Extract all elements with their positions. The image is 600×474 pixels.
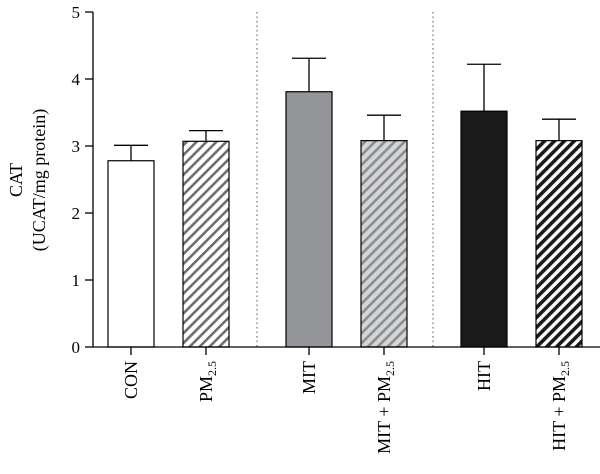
x-tick-labels: CON PM2.5 MIT MIT + PM2.5 HIT HIT + PM2.5 xyxy=(121,361,572,454)
y-tick-label: 3 xyxy=(72,137,81,156)
bar-2 xyxy=(182,140,230,348)
x-tick-label: CON xyxy=(121,361,141,399)
error-bars xyxy=(114,57,576,161)
y-axis: 0 1 2 3 4 5 xyxy=(72,3,94,357)
y-tick-label: 4 xyxy=(72,70,81,89)
y-axis-title-line2: (UCAT/mg protein) xyxy=(29,109,50,251)
group-separators xyxy=(256,12,434,347)
bar-4 xyxy=(360,140,408,348)
x-tick-label: HIT + PM2.5 xyxy=(549,361,572,451)
x-tick-label: MIT xyxy=(299,361,319,394)
y-axis-title-line1: CAT xyxy=(6,163,26,197)
y-tick-label: 1 xyxy=(72,271,81,290)
bar-1 xyxy=(107,160,155,348)
y-tick-label: 2 xyxy=(72,204,81,223)
bar-5 xyxy=(460,110,508,348)
y-tick-label: 5 xyxy=(72,3,81,22)
bars xyxy=(107,91,583,348)
x-tick-label: MIT + PM2.5 xyxy=(374,361,397,454)
bar-6 xyxy=(535,140,583,348)
x-tick-label: PM2.5 xyxy=(196,361,219,402)
x-axis xyxy=(93,346,600,355)
y-tick-label: 0 xyxy=(72,338,81,357)
x-tick-label: HIT xyxy=(474,361,494,391)
y-axis-title: CAT (UCAT/mg protein) xyxy=(6,109,50,251)
bar-3 xyxy=(285,91,333,348)
